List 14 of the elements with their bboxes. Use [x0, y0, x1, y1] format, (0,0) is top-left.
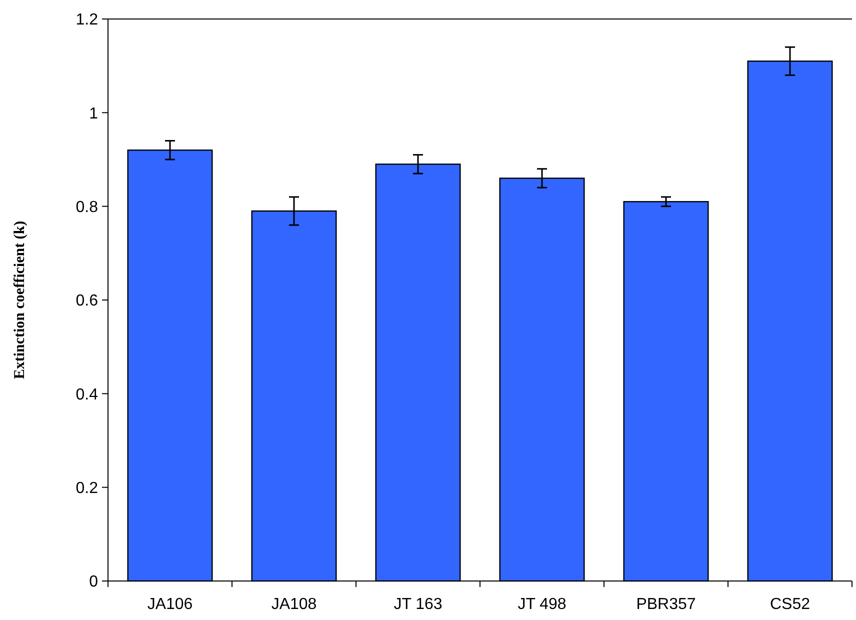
- y-tick-label: 1: [89, 105, 98, 122]
- y-tick-label: 1.2: [76, 12, 98, 29]
- x-tick-label: JA108: [271, 596, 317, 613]
- y-tick-label: 0.4: [76, 386, 98, 404]
- y-tick-label: 0: [89, 574, 98, 591]
- y-tick-label: 0.6: [76, 292, 98, 310]
- x-tick-label: CS52: [770, 596, 810, 613]
- x-tick-label: JA106: [147, 596, 193, 613]
- y-tick-label: 0.8: [76, 198, 98, 216]
- y-tick-label: 0.2: [76, 480, 98, 497]
- x-tick-label: JT 498: [518, 596, 566, 613]
- x-tick-label: PBR357: [636, 596, 696, 613]
- y-axis-title: Extinction coefficient (k): [12, 220, 28, 380]
- x-tick-label: JT 163: [394, 596, 442, 613]
